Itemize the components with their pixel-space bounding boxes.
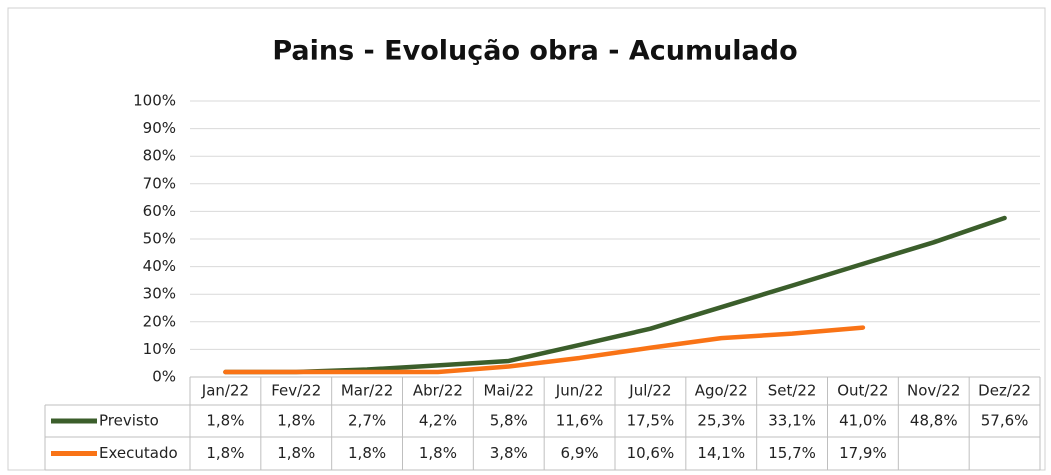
table-value: 17,9% bbox=[839, 444, 887, 462]
x-tick-label: Fev/22 bbox=[271, 382, 321, 400]
x-tick-label: Out/22 bbox=[837, 382, 888, 400]
y-tick-label: 80% bbox=[143, 147, 176, 165]
table-value: 1,8% bbox=[206, 412, 244, 430]
table-value: 4,2% bbox=[419, 412, 457, 430]
table-value: 57,6% bbox=[981, 412, 1029, 430]
table-value: 5,8% bbox=[490, 412, 528, 430]
table-value: 1,8% bbox=[419, 444, 457, 462]
table-value: 33,1% bbox=[768, 412, 816, 430]
x-tick-label: Jan/22 bbox=[201, 382, 249, 400]
x-tick-label: Abr/22 bbox=[413, 382, 463, 400]
table-value: 1,8% bbox=[277, 444, 315, 462]
x-tick-label: Set/22 bbox=[768, 382, 817, 400]
line-series bbox=[223, 325, 866, 375]
y-tick-label: 60% bbox=[143, 202, 176, 220]
x-tick-label: Jun/22 bbox=[555, 382, 604, 400]
table-value: 15,7% bbox=[768, 444, 816, 462]
table-value: 2,7% bbox=[348, 412, 386, 430]
y-tick-label: 30% bbox=[143, 285, 176, 303]
chart-title: Pains - Evolução obra - Acumulado bbox=[272, 36, 797, 67]
table-value: 6,9% bbox=[561, 444, 599, 462]
table-value: 25,3% bbox=[697, 412, 745, 430]
table-value: 1,8% bbox=[206, 444, 244, 462]
y-tick-label: 100% bbox=[133, 92, 176, 110]
y-tick-label: 90% bbox=[143, 119, 176, 137]
table-value: 1,8% bbox=[348, 444, 386, 462]
y-tick-label: 10% bbox=[143, 340, 176, 358]
legend-label: Previsto bbox=[99, 412, 159, 430]
x-tick-label: Jul/22 bbox=[628, 382, 671, 400]
legend-label: Executado bbox=[99, 444, 178, 462]
table-value: 10,6% bbox=[627, 444, 675, 462]
y-tick-label: 50% bbox=[143, 230, 176, 248]
x-tick-label: Mai/22 bbox=[484, 382, 534, 400]
table-value: 17,5% bbox=[627, 412, 675, 430]
x-tick-label: Nov/22 bbox=[907, 382, 960, 400]
y-tick-label: 0% bbox=[152, 368, 176, 386]
table-value: 3,8% bbox=[490, 444, 528, 462]
y-tick-label: 40% bbox=[143, 257, 176, 275]
x-tick-label: Ago/22 bbox=[695, 382, 748, 400]
table-value: 11,6% bbox=[556, 412, 604, 430]
y-tick-label: 20% bbox=[143, 312, 176, 330]
table-value: 41,0% bbox=[839, 412, 887, 430]
table-value: 1,8% bbox=[277, 412, 315, 430]
x-tick-label: Mar/22 bbox=[341, 382, 393, 400]
x-tick-label: Dez/22 bbox=[978, 382, 1031, 400]
table-value: 14,1% bbox=[697, 444, 745, 462]
y-tick-label: 70% bbox=[143, 174, 176, 192]
table-value: 48,8% bbox=[910, 412, 958, 430]
